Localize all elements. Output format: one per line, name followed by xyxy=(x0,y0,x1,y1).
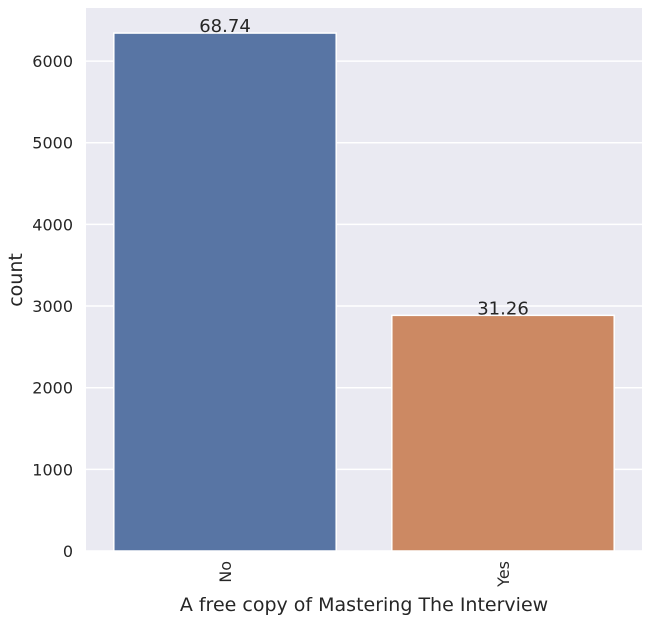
y-tick-label: 0 xyxy=(63,542,73,561)
y-tick-label: 5000 xyxy=(32,134,73,153)
bar-value-label: 31.26 xyxy=(477,298,529,319)
y-tick-labels: 0 1000 2000 3000 4000 5000 6000 xyxy=(32,52,73,561)
y-tick-label: 1000 xyxy=(32,460,73,479)
bar-value-labels: 68.74 31.26 xyxy=(199,16,529,319)
bar-no xyxy=(113,32,337,552)
x-tick-label: No xyxy=(216,561,235,583)
x-tick-label: Yes xyxy=(494,561,513,588)
y-tick-label: 3000 xyxy=(32,297,73,316)
bar-value-label: 68.74 xyxy=(199,16,251,37)
bar-yes xyxy=(391,314,615,552)
x-axis-title: A free copy of Mastering The Interview xyxy=(180,594,548,616)
y-tick-label: 4000 xyxy=(32,215,73,234)
y-axis-title: count xyxy=(5,253,27,307)
x-tick-labels: No Yes xyxy=(216,561,513,588)
y-tick-label: 6000 xyxy=(32,52,73,71)
y-tick-label: 2000 xyxy=(32,379,73,398)
bars xyxy=(113,32,615,552)
